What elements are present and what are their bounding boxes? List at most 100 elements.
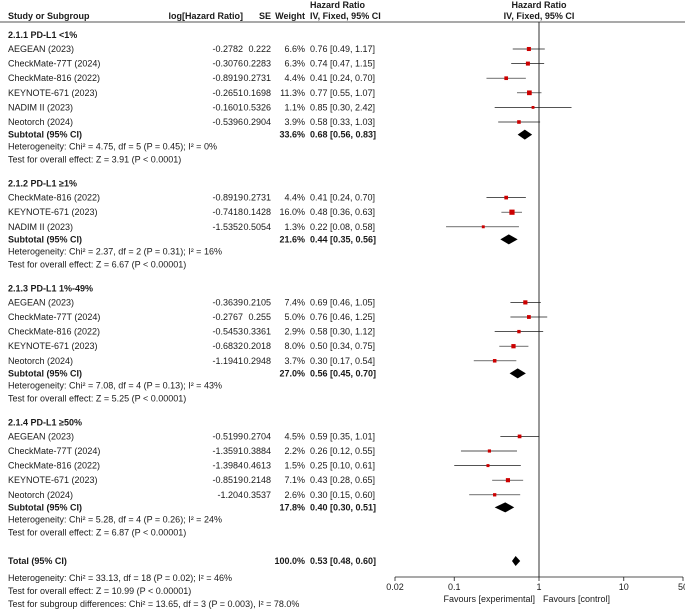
header-hr-title: Hazard Ratio <box>310 0 366 10</box>
x-tick-label: 10 <box>619 582 629 592</box>
study-se: 0.3537 <box>243 490 271 500</box>
study-name: KEYNOTE-671 (2023) <box>8 341 98 351</box>
study-loghr: -0.8519 <box>212 475 243 485</box>
point-estimate <box>487 449 492 453</box>
study-se: 0.4613 <box>243 461 271 471</box>
study-weight: 3.7% <box>284 356 305 366</box>
study-loghr: -0.8919 <box>212 193 243 203</box>
header-se: SE <box>259 11 271 21</box>
study-weight: 1.3% <box>284 222 305 232</box>
study-loghr: -1.204 <box>217 490 243 500</box>
header-weight: Weight <box>275 11 305 21</box>
point-estimate <box>531 105 535 109</box>
study-ci: 0.41 [0.24, 0.70] <box>310 73 375 83</box>
header-plot-title: Hazard Ratio <box>511 0 567 10</box>
study-name: CheckMate-77T (2024) <box>8 59 100 69</box>
x-tick-label: 0.1 <box>448 582 461 592</box>
study-name: CheckMate-816 (2022) <box>8 327 100 337</box>
point-estimate <box>509 209 515 215</box>
study-se: 0.3361 <box>243 327 271 337</box>
subgroup-diff-text: Test for subgroup differences: Chi² = 13… <box>8 599 299 609</box>
study-loghr: -0.7418 <box>212 207 243 217</box>
study-ci: 0.76 [0.49, 1.17] <box>310 44 375 54</box>
study-se: 0.2283 <box>243 59 271 69</box>
subtotal-weight: 17.8% <box>279 502 305 512</box>
point-estimate <box>511 344 516 349</box>
study-name: KEYNOTE-671 (2023) <box>8 88 98 98</box>
study-weight: 16.0% <box>279 207 305 217</box>
study-ci: 0.77 [0.55, 1.07] <box>310 88 375 98</box>
x-tick-label: 50 <box>678 582 685 592</box>
point-estimate <box>486 464 490 468</box>
favours-right: Favours [control] <box>543 594 610 604</box>
point-estimate <box>504 76 509 81</box>
study-loghr: -0.5453 <box>212 327 243 337</box>
study-loghr: -1.5352 <box>212 222 243 232</box>
subtotal-weight: 27.0% <box>279 368 305 378</box>
subtotal-diamond <box>517 129 533 140</box>
study-name: CheckMate-816 (2022) <box>8 73 100 83</box>
study-ci: 0.85 [0.30, 2.42] <box>310 102 375 112</box>
study-se: 0.2704 <box>243 431 271 441</box>
study-se: 0.2731 <box>243 73 271 83</box>
header-loghr: log[Hazard Ratio] <box>168 11 243 21</box>
study-ci: 0.69 [0.46, 1.05] <box>310 297 375 307</box>
header-study: Study or Subgroup <box>8 11 90 21</box>
point-estimate <box>525 61 530 66</box>
overall-effect-text: Test for overall effect: Z = 3.91 (P < 0… <box>8 155 181 165</box>
study-name: CheckMate-816 (2022) <box>8 461 100 471</box>
subtotal-ci: 0.68 [0.56, 0.83] <box>310 130 376 140</box>
study-loghr: -0.2782 <box>212 44 243 54</box>
study-ci: 0.50 [0.34, 0.75] <box>310 341 375 351</box>
subtotal-label: Subtotal (95% CI) <box>8 130 82 140</box>
study-ci: 0.76 [0.46, 1.25] <box>310 312 375 322</box>
overall-effect-text: Test for overall effect: Z = 6.87 (P < 0… <box>8 527 186 537</box>
study-ci: 0.22 [0.08, 0.58] <box>310 222 375 232</box>
study-se: 0.2948 <box>243 356 271 366</box>
study-ci: 0.30 [0.15, 0.60] <box>310 490 375 500</box>
study-ci: 0.59 [0.35, 1.01] <box>310 431 375 441</box>
x-tick-label: 0.02 <box>386 582 404 592</box>
study-loghr: -0.2651 <box>212 88 243 98</box>
study-weight: 7.4% <box>284 297 305 307</box>
subtotal-ci: 0.56 [0.45, 0.70] <box>310 368 376 378</box>
study-name: Neotorch (2024) <box>8 490 73 500</box>
study-name: KEYNOTE-671 (2023) <box>8 207 98 217</box>
point-estimate <box>481 225 485 229</box>
point-estimate <box>527 90 532 96</box>
subtotal-diamond <box>494 502 515 513</box>
point-estimate <box>527 315 531 319</box>
point-estimate <box>505 478 510 483</box>
point-estimate <box>517 329 521 334</box>
study-weight: 2.6% <box>284 490 305 500</box>
study-name: Neotorch (2024) <box>8 117 73 127</box>
study-ci: 0.41 [0.24, 0.70] <box>310 193 375 203</box>
study-weight: 2.2% <box>284 446 305 456</box>
study-name: Neotorch (2024) <box>8 356 73 366</box>
study-se: 0.222 <box>248 44 271 54</box>
study-name: CheckMate-77T (2024) <box>8 312 100 322</box>
point-estimate <box>504 195 509 200</box>
study-loghr: -0.2767 <box>212 312 243 322</box>
study-name: CheckMate-816 (2022) <box>8 193 100 203</box>
study-weight: 4.4% <box>284 73 305 83</box>
header-hr-method: IV, Fixed, 95% CI <box>310 11 381 21</box>
study-se: 0.255 <box>248 312 271 322</box>
subtotal-ci: 0.40 [0.30, 0.51] <box>310 502 376 512</box>
study-weight: 3.9% <box>284 117 305 127</box>
total-label: Total (95% CI) <box>8 556 67 566</box>
subgroup-title: 2.1.1 PD-L1 <1% <box>8 30 77 40</box>
study-ci: 0.48 [0.36, 0.63] <box>310 207 375 217</box>
overall-effect-text: Test for overall effect: Z = 5.25 (P < 0… <box>8 393 186 403</box>
study-se: 0.5054 <box>243 222 271 232</box>
study-se: 0.2904 <box>243 117 271 127</box>
subtotal-diamond <box>500 234 518 245</box>
study-se: 0.2148 <box>243 475 271 485</box>
study-ci: 0.58 [0.33, 1.03] <box>310 117 375 127</box>
study-weight: 8.0% <box>284 341 305 351</box>
study-ci: 0.26 [0.12, 0.55] <box>310 446 375 456</box>
study-name: AEGEAN (2023) <box>8 431 74 441</box>
study-weight: 1.5% <box>284 461 305 471</box>
study-loghr: -0.5396 <box>212 117 243 127</box>
